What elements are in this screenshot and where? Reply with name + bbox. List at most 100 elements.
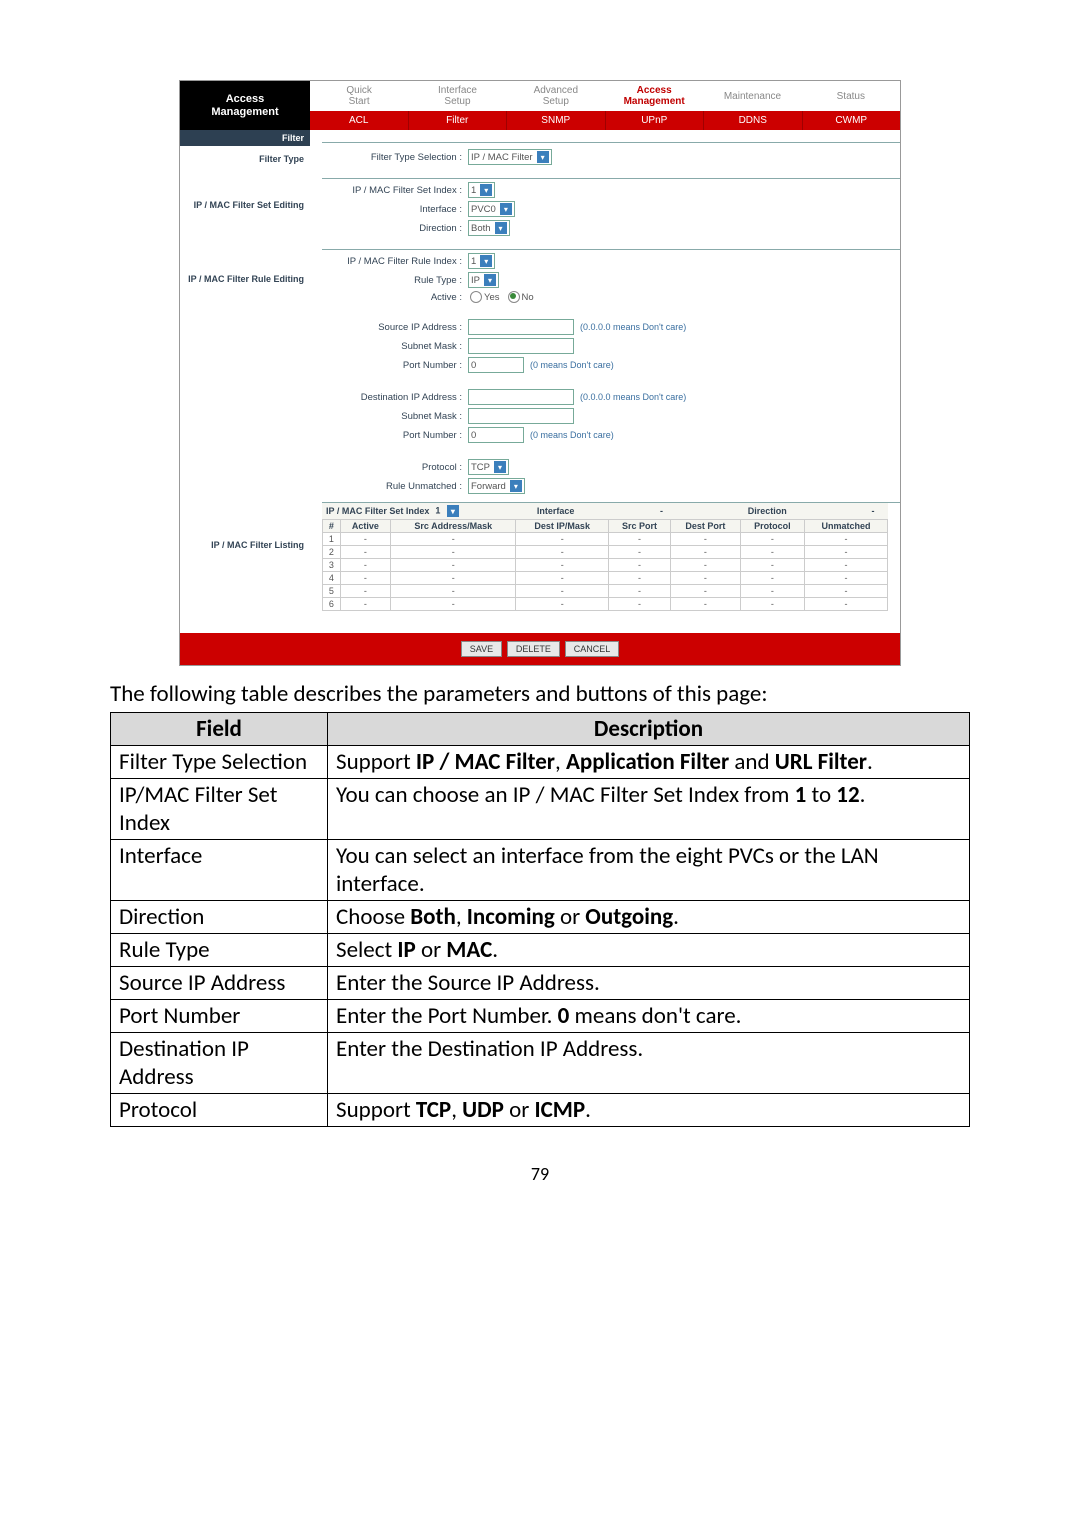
topnav-item[interactable]: Maintenance <box>703 81 801 111</box>
row-rule-unmatched: Rule Unmatched : Forward ▾ <box>322 478 888 494</box>
select-value: 1 <box>435 506 440 516</box>
side-filter: Filter <box>180 130 310 146</box>
listing-cell: - <box>805 533 888 546</box>
select-filter-type-selection[interactable]: IP / MAC Filter ▾ <box>468 149 552 165</box>
select-value: IP / MAC Filter <box>471 152 533 163</box>
row-direction: Direction : Both ▾ <box>322 220 888 236</box>
listing-col-header: Src Port <box>608 520 670 533</box>
subnav-item[interactable]: DDNS <box>704 111 803 130</box>
input-src-ip[interactable] <box>468 319 574 335</box>
table-row: Filter Type SelectionSupport IP / MAC Fi… <box>111 746 970 779</box>
header-title-line2: Management <box>211 106 278 119</box>
listing-cell: 6 <box>323 598 341 611</box>
label-src-ip: Source IP Address : <box>322 322 468 333</box>
listing-col-header: Unmatched <box>805 520 888 533</box>
input-dst-port[interactable]: 0 <box>468 427 524 443</box>
row-src-ip: Source IP Address : (0.0.0.0 means Don't… <box>322 319 888 335</box>
radio-no-label: No <box>522 292 534 303</box>
radio-yes[interactable] <box>470 291 482 303</box>
doc-description-cell: Enter the Destination IP Address. <box>328 1033 970 1094</box>
doc-description-cell: Enter the Source IP Address. <box>328 967 970 1000</box>
topnav-item[interactable]: AdvancedSetup <box>507 81 605 111</box>
label-rule-unmatched: Rule Unmatched : <box>322 481 468 492</box>
select-interface[interactable]: PVC0 ▾ <box>468 201 515 217</box>
table-row: DirectionChoose Both, Incoming or Outgoi… <box>111 901 970 934</box>
input-src-port[interactable]: 0 <box>468 357 524 373</box>
radio-yes-label: Yes <box>484 292 500 303</box>
subnav-item[interactable]: UPnP <box>606 111 705 130</box>
doc-field-cell: Filter Type Selection <box>111 746 328 779</box>
label-dst-port: Port Number : <box>322 430 468 441</box>
listing-cell: - <box>805 559 888 572</box>
screenshot-header: Access Management QuickStartInterfaceSet… <box>180 81 900 130</box>
cancel-button[interactable]: CANCEL <box>565 641 620 657</box>
select-listing-index[interactable]: 1 ▾ <box>435 505 459 517</box>
input-src-mask[interactable] <box>468 338 574 354</box>
chevron-down-icon: ▾ <box>447 505 459 517</box>
listing-col-header: Src Address/Mask <box>391 520 516 533</box>
row-set-index: IP / MAC Filter Set Index : 1 ▾ <box>322 182 888 198</box>
select-direction[interactable]: Both ▾ <box>468 220 510 236</box>
label-dst-mask: Subnet Mask : <box>322 411 468 422</box>
input-dst-ip[interactable] <box>468 389 574 405</box>
listing-cell: 2 <box>323 546 341 559</box>
topnav-item[interactable]: InterfaceSetup <box>408 81 506 111</box>
table-row: 3------- <box>323 559 888 572</box>
subnav-item[interactable]: SNMP <box>507 111 606 130</box>
doc-field-cell: Direction <box>111 901 328 934</box>
listing-header: IP / MAC Filter Set Index 1 ▾ Interface … <box>322 503 888 519</box>
radio-no[interactable] <box>508 291 520 303</box>
listing-cell: - <box>340 546 390 559</box>
select-value: Both <box>471 223 491 234</box>
listing-cell: - <box>805 585 888 598</box>
listing-cell: - <box>671 559 741 572</box>
select-rule-index[interactable]: 1 ▾ <box>468 253 495 269</box>
label-src-mask: Subnet Mask : <box>322 341 468 352</box>
topnav-item[interactable]: AccessManagement <box>605 81 703 111</box>
label-protocol: Protocol : <box>322 462 468 473</box>
doc-th-description: Description <box>328 713 970 746</box>
listing-col-header: # <box>323 520 341 533</box>
screenshot-body: Filter Filter Type IP / MAC Filter Set E… <box>180 130 900 633</box>
table-row: 2------- <box>323 546 888 559</box>
select-value: IP <box>471 275 480 286</box>
subnav-item[interactable]: ACL <box>310 111 409 130</box>
listing-col-header: Dest Port <box>671 520 741 533</box>
listing-cell: - <box>805 546 888 559</box>
listing-head-direction-val: - <box>858 506 888 516</box>
select-value: Forward <box>471 481 506 492</box>
select-value: TCP <box>471 462 490 473</box>
row-filter-type-selection: Filter Type Selection : IP / MAC Filter … <box>322 149 888 165</box>
listing-table: #ActiveSrc Address/MaskDest IP/MaskSrc P… <box>322 519 888 611</box>
chevron-down-icon: ▾ <box>494 461 506 473</box>
save-button[interactable]: SAVE <box>461 641 502 657</box>
select-set-index[interactable]: 1 ▾ <box>468 182 495 198</box>
listing-cell: - <box>516 585 609 598</box>
listing-cell: - <box>391 559 516 572</box>
table-row: Destination IP AddressEnter the Destinat… <box>111 1033 970 1094</box>
select-rule-unmatched[interactable]: Forward ▾ <box>468 478 525 494</box>
listing-head-direction-label: Direction <box>676 506 858 516</box>
label-active: Active : <box>322 292 468 303</box>
subnav-item[interactable]: Filter <box>409 111 508 130</box>
listing-cell: 3 <box>323 559 341 572</box>
table-row: 4------- <box>323 572 888 585</box>
select-protocol[interactable]: TCP ▾ <box>468 459 509 475</box>
doc-description-cell: Support IP / MAC Filter, Application Fil… <box>328 746 970 779</box>
doc-field-cell: Destination IP Address <box>111 1033 328 1094</box>
listing-head-interface-val: - <box>646 506 676 516</box>
input-dst-mask[interactable] <box>468 408 574 424</box>
doc-field-cell: Rule Type <box>111 934 328 967</box>
doc-field-cell: Protocol <box>111 1094 328 1127</box>
listing-cell: - <box>516 572 609 585</box>
topnav-item[interactable]: QuickStart <box>310 81 408 111</box>
router-screenshot: Access Management QuickStartInterfaceSet… <box>179 80 901 666</box>
doc-description-cell: Select IP or MAC. <box>328 934 970 967</box>
subnav-item[interactable]: CWMP <box>803 111 901 130</box>
listing-cell: - <box>516 598 609 611</box>
select-rule-type[interactable]: IP ▾ <box>468 272 499 288</box>
topnav-item[interactable]: Status <box>802 81 900 111</box>
doc-field-cell: Interface <box>111 840 328 901</box>
delete-button[interactable]: DELETE <box>507 641 560 657</box>
listing-cell: - <box>740 598 804 611</box>
